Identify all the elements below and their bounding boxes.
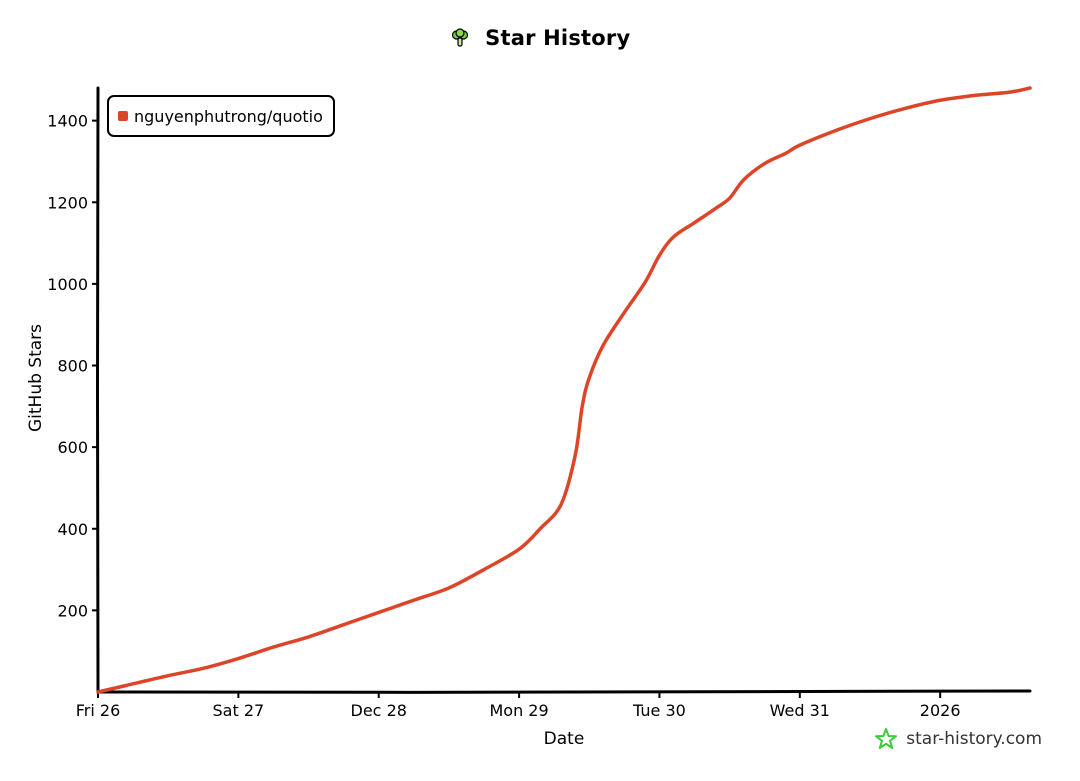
legend: nguyenphutrong/quotio	[107, 95, 335, 137]
y-tick-label: 600	[57, 438, 88, 457]
x-tick-label: Tue 30	[632, 701, 686, 720]
watermark-text: star-history.com	[906, 729, 1042, 749]
x-tick-label: 2026	[920, 701, 961, 720]
y-tick-label: 200	[57, 601, 88, 620]
legend-box	[107, 95, 335, 137]
y-tick-label: 1000	[47, 275, 88, 294]
axes	[96, 86, 1032, 694]
chart-title: Star History	[485, 26, 631, 50]
axis-labels: Date GitHub Stars	[26, 324, 584, 749]
broccoli-icon	[451, 28, 468, 47]
y-tick-label: 800	[57, 357, 88, 376]
legend-swatch	[118, 111, 128, 121]
star-icon	[875, 728, 898, 749]
legend-label[interactable]: nguyenphutrong/quotio	[134, 107, 323, 126]
y-axis-title: GitHub Stars	[26, 324, 46, 432]
y-axis-line	[96, 86, 100, 694]
series-line-0[interactable]	[96, 86, 1032, 694]
series-layer	[96, 86, 1032, 694]
ticks: 200 400 600 800 1000 1200 1400 Fri 26 Sat 27 Dec …	[47, 112, 960, 720]
x-tick-label: Mon 29	[489, 701, 548, 720]
y-tick-label: 1200	[47, 193, 88, 212]
y-tick-label: 400	[57, 520, 88, 539]
x-tick-label: Dec 28	[351, 701, 407, 720]
x-tick-label: Fri 26	[76, 701, 121, 720]
chart-title-row: Star History	[0, 26, 1080, 50]
x-axis-line	[96, 689, 1032, 694]
y-tick-label: 1400	[47, 112, 88, 131]
x-tick-label: Wed 31	[770, 701, 830, 720]
watermark[interactable]: star-history.com	[874, 727, 1042, 751]
x-axis-title: Date	[544, 729, 585, 749]
x-tick-label: Sat 27	[213, 701, 265, 720]
